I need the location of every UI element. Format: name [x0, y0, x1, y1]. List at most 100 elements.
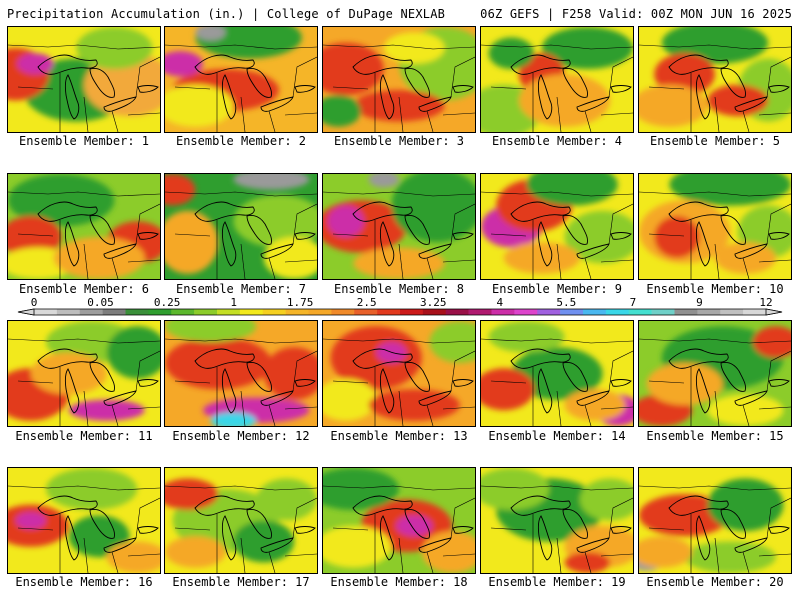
state-boundary: [292, 56, 317, 98]
state-boundary: [323, 338, 475, 344]
great-lakes-outline: [404, 68, 430, 98]
state-boundary: [450, 203, 475, 245]
ensemble-member-label: Ensemble Member: 7: [175, 282, 307, 296]
great-lakes-outline: [720, 362, 746, 392]
great-lakes-outline: [668, 495, 729, 516]
state-boundary: [8, 191, 160, 197]
precip-map-member-9: [480, 173, 634, 280]
precip-region: [165, 174, 196, 206]
colorbar-swatch: [491, 309, 515, 315]
state-boundary: [481, 338, 633, 344]
great-lakes-outline: [668, 54, 729, 75]
state-boundary: [398, 537, 404, 573]
precip-field: [481, 27, 633, 132]
state-boundary: [111, 404, 119, 426]
precip-region: [564, 389, 626, 421]
state-boundary: [165, 44, 317, 50]
state-boundary: [442, 259, 475, 263]
great-lakes-outline: [404, 215, 430, 245]
state-boundary: [398, 96, 404, 132]
precip-region: [503, 242, 580, 274]
great-lakes-outline: [668, 348, 729, 369]
state-boundary: [442, 112, 475, 116]
great-lakes-outline: [452, 85, 474, 93]
colorbar-swatch: [743, 309, 767, 315]
great-lakes-outline: [576, 243, 610, 259]
colorbar-swatch: [514, 309, 538, 315]
precip-region: [15, 512, 47, 529]
ensemble-member-label: Ensemble Member: 13: [330, 429, 468, 443]
precip-field: [323, 321, 475, 426]
great-lakes-outline: [695, 74, 711, 120]
precip-region: [323, 95, 361, 127]
great-lakes-outline: [260, 390, 294, 406]
precip-field: [8, 174, 160, 279]
colorbar-swatch: [697, 309, 721, 315]
state-boundary: [442, 406, 475, 410]
precip-map-member-1: [7, 26, 161, 133]
great-lakes-outline: [695, 221, 711, 267]
colorbar-swatch: [560, 309, 584, 315]
colorbar-swatch: [194, 309, 218, 315]
colorbar-tick-label: 1.75: [287, 297, 314, 309]
state-boundary: [426, 404, 434, 426]
colorbar-swatch: [674, 309, 698, 315]
state-boundary: [639, 338, 791, 344]
precip-map-member-6: [7, 173, 161, 280]
precip-region: [233, 520, 295, 563]
precip-region: [195, 27, 226, 41]
precip-region: [68, 515, 130, 558]
precip-field: [165, 468, 317, 573]
map-title: Precipitation Accumulation (in.) | Colle…: [7, 7, 446, 21]
precip-colorbar: 0 0.05 0.25 1 1.75 2.5 3.25 4 5.5 7 9 12: [17, 297, 783, 316]
state-boundary: [450, 350, 475, 392]
great-lakes-outline: [768, 232, 790, 240]
state-boundary: [490, 233, 527, 237]
great-lakes-outline: [64, 515, 80, 561]
precip-region: [106, 326, 160, 379]
state-boundary: [268, 257, 276, 279]
precip-region: [327, 205, 365, 237]
state-boundary: [758, 112, 791, 116]
precip-field: [481, 174, 633, 279]
precip-region: [76, 27, 153, 69]
colorbar-tick-label: 12: [759, 297, 772, 309]
state-boundary: [284, 553, 317, 557]
state-boundary: [648, 233, 685, 237]
state-boundary: [600, 259, 633, 263]
great-lakes-outline: [418, 537, 452, 553]
ensemble-member-label: Ensemble Member: 15: [646, 429, 784, 443]
great-lakes-outline: [562, 68, 588, 98]
great-lakes-outline: [379, 515, 395, 561]
state-boundary: [481, 191, 633, 197]
colorbar-tick-label: 9: [696, 297, 703, 309]
state-boundary: [323, 191, 475, 197]
precip-region: [165, 210, 219, 274]
colorbar-swatch: [285, 309, 309, 315]
colorbar-swatch: [217, 309, 241, 315]
colorbar-tick-label: 1: [230, 297, 237, 309]
colorbar-tick-label: 7: [630, 297, 637, 309]
great-lakes-outline: [720, 509, 746, 539]
precip-field: [165, 27, 317, 132]
ensemble-member-label: Ensemble Member: 3: [333, 134, 465, 148]
great-lakes-outline: [89, 68, 115, 98]
precip-field: [323, 468, 475, 573]
state-boundary: [165, 338, 317, 344]
state-boundary: [268, 110, 276, 132]
precip-region: [395, 515, 433, 537]
great-lakes-outline: [137, 379, 159, 387]
colorbar-swatch: [56, 309, 81, 315]
great-lakes-outline: [294, 526, 316, 534]
colorbar-tick-label: 0: [31, 297, 38, 309]
great-lakes-outline: [64, 221, 80, 267]
colorbar-swatch: [239, 309, 264, 315]
state-boundary: [174, 527, 211, 531]
state-boundary: [332, 527, 369, 531]
state-boundary: [135, 350, 160, 392]
colorbar-swatch: [148, 309, 172, 315]
state-boundary: [450, 497, 475, 539]
precip-region: [233, 174, 310, 190]
state-boundary: [600, 553, 633, 557]
ensemble-member-label: Ensemble Member: 5: [649, 134, 781, 148]
